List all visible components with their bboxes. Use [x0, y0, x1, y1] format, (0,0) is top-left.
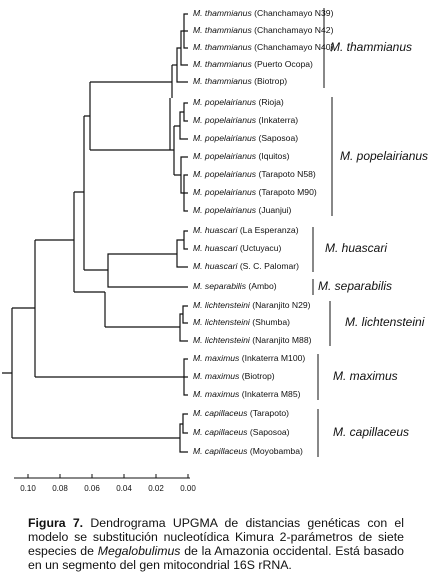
leaf-label: M. huascari (Uctuyacu) — [193, 243, 281, 253]
clade-label: M. capillaceus — [333, 425, 409, 439]
leaf-locality: (Saposoa) — [250, 427, 290, 437]
leaf-locality: (Naranjito N29) — [252, 300, 310, 310]
leaf-locality: (Uctuyacu) — [240, 243, 282, 253]
scale-tick-label: 0.02 — [148, 484, 164, 493]
caption-text: de la Amazonia occidental. Está basado e… — [28, 544, 404, 572]
leaf-label: M. thammianus (Chanchamayo N40) — [193, 42, 334, 52]
clade-label: M. lichtensteini — [345, 315, 425, 329]
leaf-species: M. popelairianus — [193, 205, 257, 215]
clade-label: M. popelairianus — [340, 149, 428, 163]
leaf-label: M. popelairianus (Iquitos) — [193, 151, 290, 161]
leaf-locality: (Ambo) — [248, 281, 276, 291]
leaf-species: M. maximus — [193, 353, 240, 363]
leaf-locality: (Biotrop) — [242, 371, 275, 381]
leaf-locality: (Shumba) — [252, 317, 290, 327]
leaf-label: M. separabilis (Ambo) — [193, 281, 277, 291]
leaf-species: M. maximus — [193, 389, 240, 399]
scale-tick-label: 0.10 — [20, 484, 36, 493]
leaf-label: M. capillaceus (Saposoa) — [193, 427, 290, 437]
leaf-label: M. popelairianus (Tarapoto M90) — [193, 187, 317, 197]
leaf-locality: (Saposoa) — [258, 133, 298, 143]
leaf-label: M. capillaceus (Moyobamba) — [193, 446, 303, 456]
leaf-locality: (S. C. Palomar) — [240, 261, 299, 271]
leaf-species: M. maximus — [193, 371, 240, 381]
leaf-locality: (Chanchamayo N42) — [254, 25, 333, 35]
leaf-species: M. thammianus — [193, 8, 252, 18]
leaf-label: M. popelairianus (Tarapoto N58) — [193, 169, 316, 179]
leaf-species: M. popelairianus — [193, 187, 257, 197]
leaf-label: M. capillaceus (Tarapoto) — [193, 408, 289, 418]
scale-tick-label: 0.04 — [116, 484, 132, 493]
leaf-species: M. popelairianus — [193, 133, 257, 143]
leaf-locality: (La Esperanza) — [240, 225, 299, 235]
scale-tick-label: 0.06 — [84, 484, 100, 493]
tree-branches — [2, 13, 188, 453]
caption-genus: Megalobulimus — [97, 544, 181, 558]
leaf-locality: (Inkaterra M85) — [242, 389, 301, 399]
leaf-label: M. thammianus (Puerto Ocopa) — [193, 59, 313, 69]
clade-label: M. separabilis — [318, 279, 392, 293]
clade-label: M. thammianus — [330, 40, 412, 54]
leaf-species: M. separabilis — [193, 281, 247, 291]
leaf-label: M. huascari (S. C. Palomar) — [193, 261, 299, 271]
leaf-locality: (Chanchamayo N40) — [254, 42, 333, 52]
leaf-label: M. popelairianus (Rioja) — [193, 97, 284, 107]
leaf-label: M. thammianus (Biotrop) — [193, 76, 287, 86]
scale-tick-label: 0.00 — [180, 484, 196, 493]
leaf-locality: (Inkaterra M100) — [242, 353, 306, 363]
leaf-species: M. lichtensteini — [193, 335, 251, 345]
leaf-species: M. huascari — [193, 243, 239, 253]
leaf-species: M. lichtensteini — [193, 300, 251, 310]
caption-text: Dendrograma UPGMA de distancias genética… — [28, 516, 405, 558]
leaf-locality: (Biotrop) — [254, 76, 287, 86]
leaf-locality: (Tarapoto N58) — [258, 169, 315, 179]
leaf-species: M. huascari — [193, 261, 239, 271]
leaf-label: M. maximus (Biotrop) — [193, 371, 275, 381]
leaf-label: M. maximus (Inkaterra M85) — [193, 389, 301, 399]
leaf-locality: (Chanchamayo N39) — [254, 8, 333, 18]
clade-bars — [312, 8, 333, 457]
scale-tick-label: 0.08 — [52, 484, 68, 493]
caption: Figura 7. Dendrograma UPGMA de distancia… — [28, 516, 404, 572]
leaf-species: M. popelairianus — [193, 97, 257, 107]
leaf-species: M. capillaceus — [193, 446, 248, 456]
leaf-locality: (Tarapoto) — [250, 408, 289, 418]
leaf-species: M. thammianus — [193, 42, 252, 52]
leaf-label: M. huascari (La Esperanza) — [193, 225, 299, 235]
leaf-label: M. popelairianus (Inkaterra) — [193, 115, 298, 125]
leaf-label: M. lichtensteini (Naranjito N29) — [193, 300, 311, 310]
leaf-species: M. huascari — [193, 225, 239, 235]
leaf-locality: (Inkaterra) — [258, 115, 298, 125]
leaf-species: M. popelairianus — [193, 151, 257, 161]
leaf-label: M. popelairianus (Saposoa) — [193, 133, 298, 143]
clade-label: M. maximus — [333, 369, 398, 383]
leaf-locality: (Tarapoto M90) — [258, 187, 316, 197]
leaf-label: M. thammianus (Chanchamayo N39) — [193, 8, 334, 18]
leaf-species: M. lichtensteini — [193, 317, 251, 327]
leaf-locality: (Rioja) — [258, 97, 283, 107]
caption-label: Figura 7. — [28, 516, 84, 530]
leaf-species: M. capillaceus — [193, 408, 248, 418]
leaf-locality: (Moyobamba) — [250, 446, 303, 456]
leaf-species: M. thammianus — [193, 59, 252, 69]
leaf-locality: (Puerto Ocopa) — [254, 59, 313, 69]
leaf-species: M. thammianus — [193, 76, 252, 86]
clade-label: M. huascari — [325, 241, 387, 255]
leaf-locality: (Naranjito M88) — [252, 335, 311, 345]
leaf-locality: (Iquitos) — [258, 151, 289, 161]
leaf-label: M. lichtensteini (Naranjito M88) — [193, 335, 312, 345]
leaf-label: M. lichtensteini (Shumba) — [193, 317, 290, 327]
dendrogram: M. thammianus (Chanchamayo N39)M. thammi… — [2, 8, 428, 493]
leaf-species: M. popelairianus — [193, 169, 257, 179]
leaf-locality: (Juanjui) — [258, 205, 291, 215]
leaf-label: M. maximus (Inkaterra M100) — [193, 353, 305, 363]
leaf-species: M. popelairianus — [193, 115, 257, 125]
leaf-label: M. thammianus (Chanchamayo N42) — [193, 25, 334, 35]
leaf-species: M. capillaceus — [193, 427, 248, 437]
leaf-label: M. popelairianus (Juanjui) — [193, 205, 292, 215]
leaf-species: M. thammianus — [193, 25, 252, 35]
